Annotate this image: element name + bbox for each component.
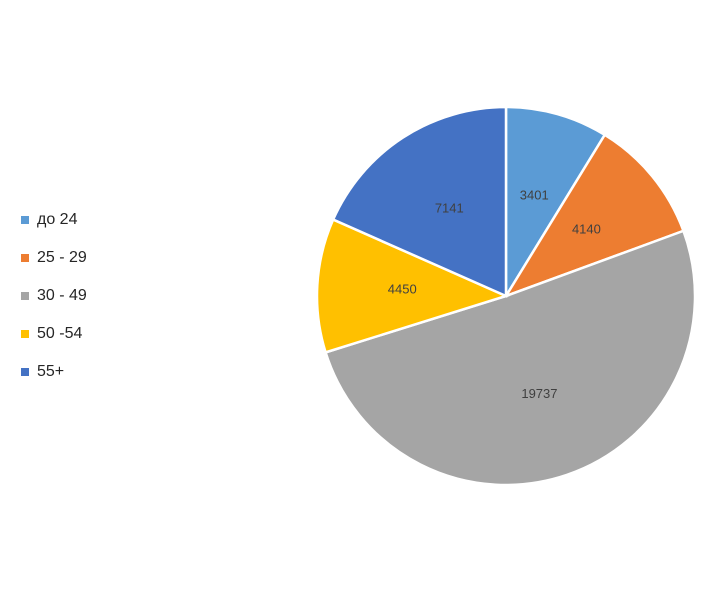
- legend-swatch: [21, 292, 29, 300]
- legend-label: до 24: [37, 211, 78, 228]
- legend-swatch: [21, 216, 29, 224]
- legend-label: 25 - 29: [37, 249, 87, 266]
- data-label: 7141: [435, 200, 464, 215]
- legend-swatch: [21, 330, 29, 338]
- data-label: 4140: [572, 222, 601, 237]
- pie-slice: [504, 105, 607, 301]
- legend-swatch: [21, 254, 29, 262]
- pie-slice: [503, 133, 686, 299]
- legend-label: 55+: [37, 363, 64, 380]
- data-label: 3401: [520, 187, 549, 202]
- legend-label: 50 -54: [37, 325, 82, 342]
- pie-slice: [324, 229, 697, 487]
- pie-slice: [315, 217, 510, 354]
- data-label: 4450: [388, 282, 417, 297]
- legend-label: 30 - 49: [37, 287, 87, 304]
- legend-swatch: [21, 368, 29, 376]
- data-label: 19737: [521, 386, 557, 401]
- pie-slice: [331, 105, 508, 298]
